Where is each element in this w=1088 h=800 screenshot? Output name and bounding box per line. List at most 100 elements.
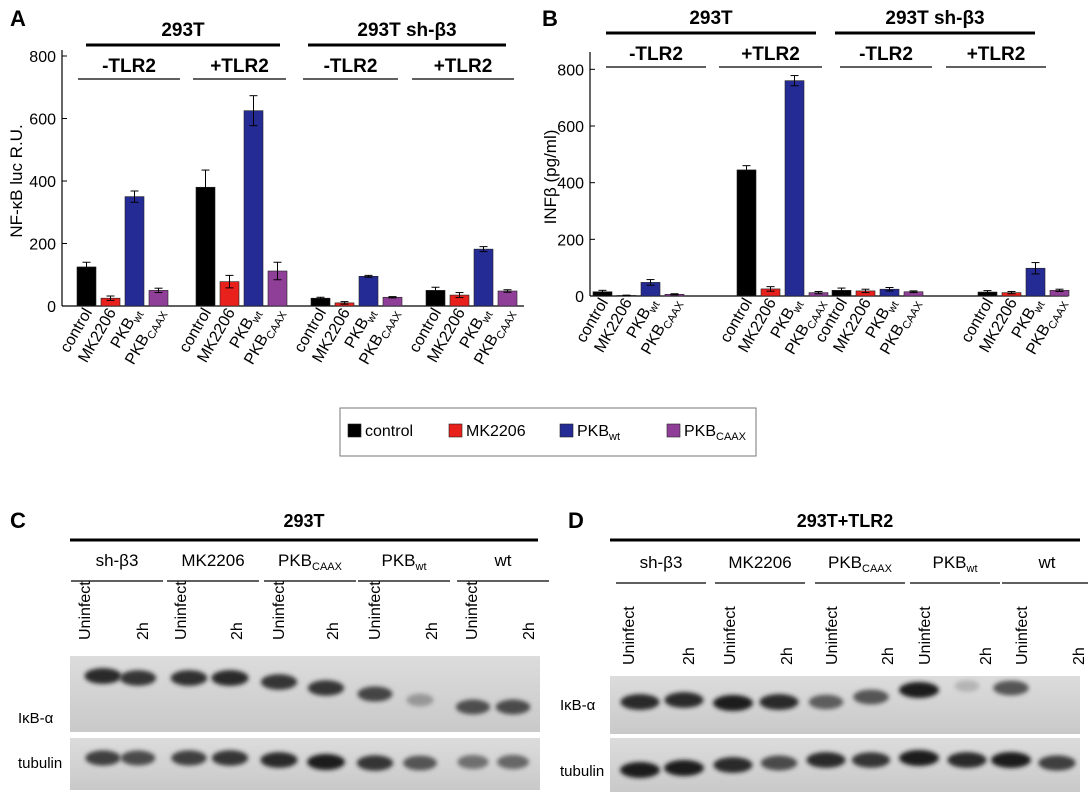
bar [243, 110, 264, 307]
blot-title: 293T [283, 511, 324, 531]
blot-band [899, 682, 939, 698]
subscript: wt [608, 431, 620, 443]
subscript: wt [646, 300, 662, 316]
blot-group-label: PKBwt [381, 551, 426, 573]
blot-band [993, 680, 1029, 696]
blot-group-label: PKBCAAX [828, 553, 893, 575]
subscript: wt [130, 310, 146, 326]
bar [497, 290, 518, 307]
y-tick-label: 200 [29, 237, 56, 254]
condition-group-label: +TLR2 [434, 56, 493, 77]
lane-label: Uninfect [1014, 606, 1031, 665]
legend-swatch [559, 423, 574, 438]
subscript: CAAX [1046, 299, 1072, 332]
subscript: wt [479, 310, 495, 326]
lane-label: 2h [681, 647, 698, 665]
panel-label-D: D [568, 508, 584, 533]
subscript: CAAX [145, 309, 171, 342]
lane-label: Uninfect [621, 606, 638, 665]
condition-group-label: +TLR2 [210, 56, 269, 77]
blot-band [171, 750, 207, 766]
blot-band [899, 750, 939, 766]
cell-group-label: 293T [689, 8, 733, 29]
blot-group-label: PKBCAAX [278, 551, 343, 573]
lane-label: 2h [229, 622, 246, 640]
lane-label: Uninfect [722, 606, 739, 665]
blot-band [759, 694, 799, 710]
blot-group-label: sh-β3 [96, 551, 139, 570]
y-axis-label: NF-κB luc R.U. [7, 124, 26, 237]
condition-group-label: -TLR2 [324, 56, 378, 77]
blot-band [1038, 755, 1076, 771]
bar [124, 196, 145, 307]
blot-band [211, 750, 249, 766]
blot-band [455, 699, 491, 715]
subscript: wt [249, 310, 265, 326]
subscript: CAAX [264, 309, 290, 342]
y-tick-label: 800 [29, 49, 56, 66]
lane-label: 2h [978, 647, 995, 665]
bar [195, 186, 216, 307]
subscript: wt [415, 561, 427, 573]
blot-band [713, 757, 753, 773]
blot-band [357, 686, 393, 702]
blot-group-label: sh-β3 [640, 553, 683, 572]
y-axis-label: INFβ (pg/ml) [541, 130, 560, 225]
condition-group-label: -TLR2 [102, 56, 156, 77]
blot-band [356, 755, 394, 771]
lane-label: 2h [325, 622, 342, 640]
lane-label: Uninfect [173, 581, 190, 640]
blot-group-label: wt [494, 551, 512, 570]
subscript: CAAX [900, 299, 926, 332]
bar [358, 276, 379, 307]
row-label: tubulin [18, 755, 62, 772]
legend: control MK2206 PKBwt PKBCAAX [339, 407, 757, 457]
panel-label-A: A [10, 6, 26, 31]
cell-group-label: 293T [161, 20, 205, 41]
legend-swatch [448, 423, 463, 438]
condition-group-label: -TLR2 [859, 44, 913, 65]
subscript: wt [790, 300, 806, 316]
subscript: CAAX [312, 561, 343, 573]
blot-band [664, 692, 704, 708]
condition-group-label: +TLR2 [741, 44, 800, 65]
condition-group-label: -TLR2 [629, 44, 683, 65]
legend-label: control [365, 423, 413, 440]
panel-label-C: C [10, 508, 26, 533]
blot-band [853, 689, 889, 705]
lane-label: 2h [521, 622, 538, 640]
panel-label-B: B [542, 6, 558, 31]
blot-band [406, 693, 434, 707]
blot-band [84, 668, 122, 684]
blot-band [991, 752, 1031, 768]
subscript: CAAX [379, 309, 405, 342]
legend-swatch [347, 423, 362, 438]
blot-group-label: MK2206 [728, 553, 791, 572]
lane-label: Uninfect [271, 581, 288, 640]
subscript: wt [1031, 300, 1047, 316]
subscript: CAAX [661, 299, 687, 332]
lane-label: Uninfect [367, 581, 384, 640]
blot-band [760, 755, 798, 771]
blot-band [620, 762, 660, 778]
y-tick-label: 600 [29, 112, 56, 129]
blot-band [307, 754, 345, 770]
subscript: wt [885, 300, 901, 316]
row-label: tubulin [560, 763, 604, 780]
bar [473, 248, 494, 307]
blot-band [713, 695, 753, 711]
subscript: wt [364, 310, 380, 326]
blot-band [211, 670, 249, 686]
blot-band [260, 752, 298, 768]
blot-band [851, 752, 891, 768]
condition-group-label: +TLR2 [967, 44, 1026, 65]
legend-box [339, 407, 757, 457]
subscript: CAAX [862, 563, 893, 575]
y-tick-label: 400 [557, 176, 584, 193]
blot-band [806, 752, 846, 768]
